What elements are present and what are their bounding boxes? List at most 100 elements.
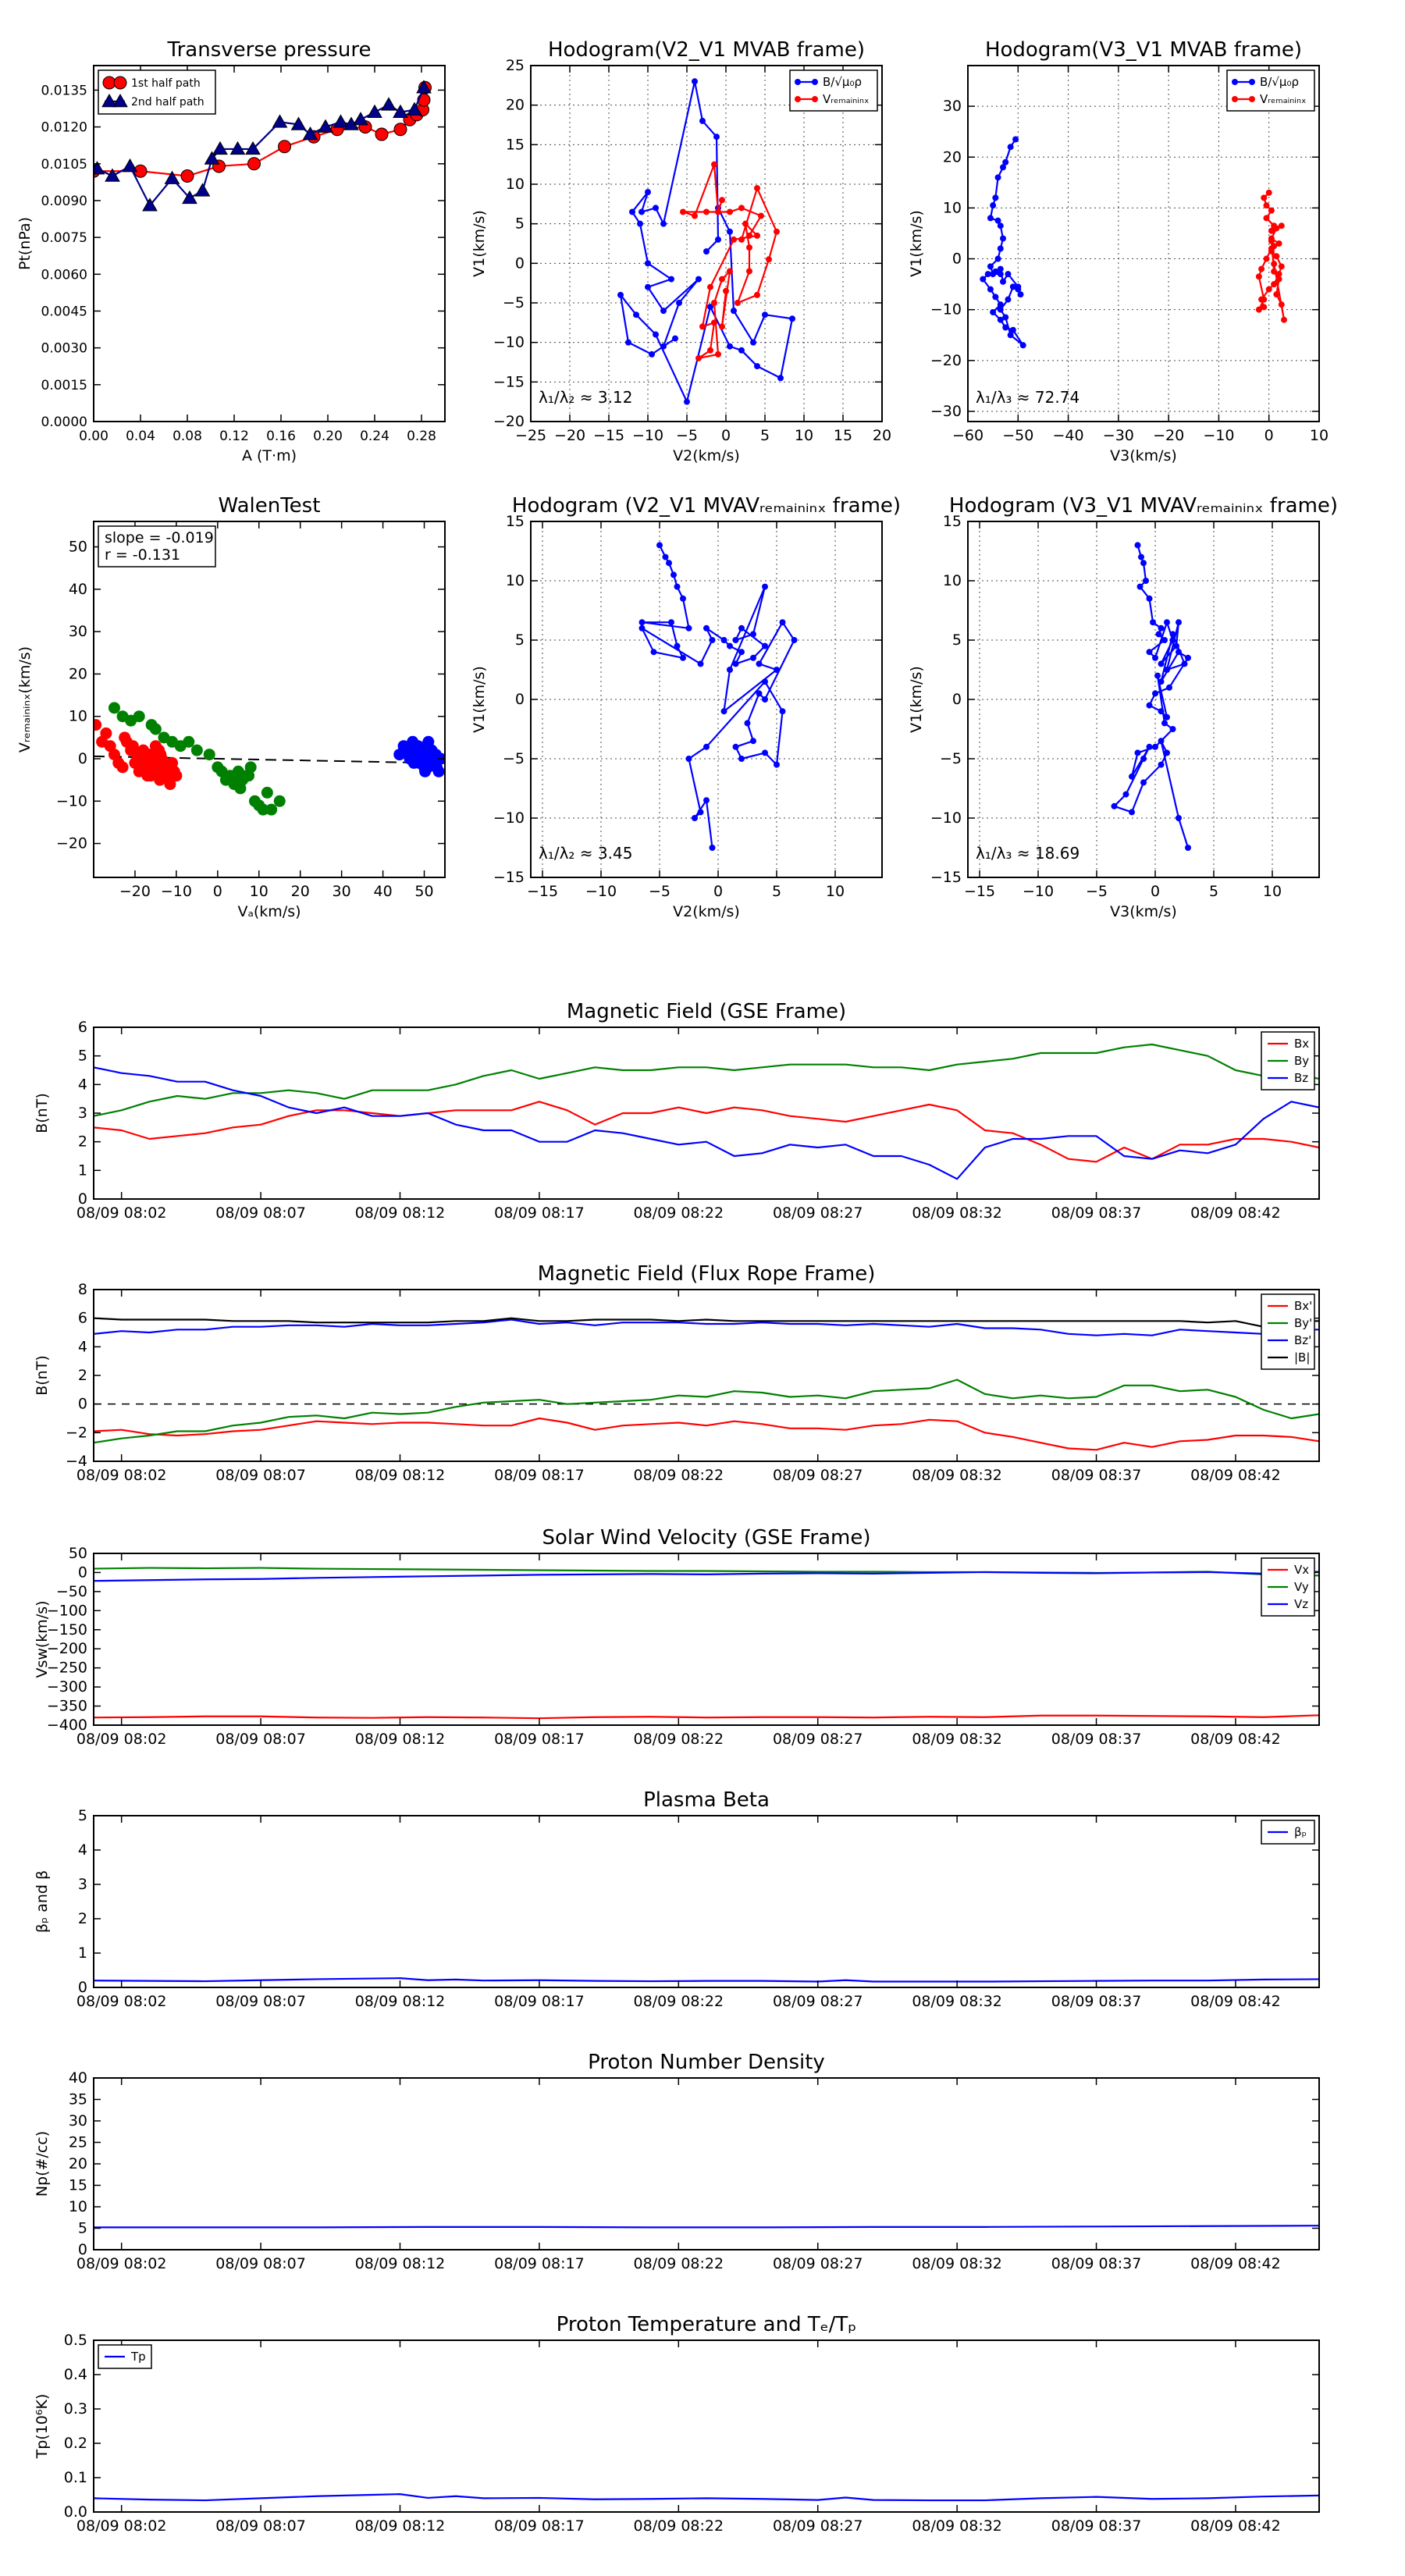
data-point	[774, 228, 780, 235]
data-point	[789, 315, 795, 322]
data-point	[273, 795, 286, 807]
y-tick-label: 35	[69, 2091, 87, 2108]
y-tick-label: 50	[69, 539, 87, 556]
data-point	[980, 276, 987, 283]
data-point	[766, 256, 772, 263]
x-tick-label: 50	[414, 883, 433, 900]
plot-frame	[93, 1553, 1320, 1726]
data-point	[100, 727, 112, 739]
data-point	[1261, 296, 1268, 303]
y-tick-label: −5	[940, 750, 962, 767]
data-point	[1261, 194, 1268, 201]
legend-label: Vy	[1294, 1580, 1309, 1594]
legend-marker	[812, 96, 818, 102]
data-point	[353, 112, 368, 126]
legend-marker	[795, 79, 801, 85]
data-point	[758, 212, 764, 219]
y-axis-label: Np(#/cc)	[34, 2131, 51, 2197]
x-tick-label: 08/09 08:02	[76, 1467, 167, 1484]
data-point	[711, 300, 717, 306]
y-tick-label: 50	[69, 1545, 87, 1562]
data-point	[638, 208, 645, 215]
data-point	[1164, 749, 1170, 756]
data-point	[987, 286, 994, 293]
data-point	[1002, 158, 1009, 165]
data-point	[703, 624, 710, 632]
y-tick-label: 0.0075	[41, 230, 87, 246]
y-tick-label: 10	[69, 2198, 87, 2215]
data-point	[1136, 583, 1144, 590]
x-tick-label: 08/09 08:42	[1190, 1204, 1281, 1222]
legend-label: Bz'	[1294, 1333, 1311, 1347]
y-tick-label: 0.0090	[41, 194, 87, 209]
legend-label: Bx'	[1294, 1299, 1312, 1313]
data-point	[1176, 649, 1182, 656]
x-tick-label: 08/09 08:12	[355, 1993, 446, 2010]
data-point	[695, 354, 702, 361]
data-point	[1261, 304, 1268, 311]
x-axis-label: V2(km/s)	[673, 447, 740, 464]
data-point	[1009, 326, 1016, 333]
data-point	[261, 786, 273, 799]
data-point	[1138, 553, 1144, 560]
data-layer	[94, 2493, 1319, 2502]
data-point	[727, 667, 733, 673]
data-point	[1263, 255, 1270, 262]
data-point	[204, 151, 220, 165]
y-tick-label: 10	[506, 572, 525, 589]
x-tick-label: 15	[834, 427, 852, 444]
data-point	[1268, 227, 1275, 234]
series-line-3	[94, 1317, 1319, 1328]
y-tick-label: −20	[56, 835, 87, 852]
data-point	[762, 696, 768, 703]
x-tick-label: 0.20	[313, 429, 343, 444]
x-tick-label: 08/09 08:32	[912, 1204, 1002, 1222]
y-tick-label: −15	[930, 869, 962, 886]
x-tick-label: 40	[373, 883, 392, 900]
legend-marker	[101, 93, 117, 108]
x-tick-label: 08/09 08:22	[634, 2517, 724, 2535]
legend-marker	[1249, 79, 1255, 85]
data-point	[715, 208, 721, 215]
y-tick-label: 6	[78, 1019, 87, 1036]
data-point	[1275, 271, 1282, 278]
x-tick-label: −15	[964, 883, 995, 900]
x-tick-label: 0	[1264, 427, 1274, 444]
data-point	[703, 743, 710, 750]
data-point	[653, 331, 659, 338]
data-point	[234, 782, 247, 795]
x-tick-label: 08/09 08:22	[634, 1467, 724, 1484]
chart-mfgse: 08/09 08:02 08/09 08:07 08/09 08:12 08/09 0…	[34, 1000, 1320, 1222]
data-point	[685, 624, 692, 632]
series-line-0	[641, 544, 795, 849]
data-point	[190, 744, 203, 756]
data-point	[108, 702, 120, 714]
plot-frame	[93, 65, 446, 422]
data-point	[1007, 144, 1014, 151]
data-point	[738, 756, 745, 762]
y-tick-label: 40	[69, 581, 87, 598]
data-point	[417, 753, 429, 765]
data-point	[660, 220, 667, 227]
data-point	[393, 123, 407, 137]
legend: Tp	[98, 2344, 152, 2369]
y-tick-label: −250	[47, 1660, 87, 1677]
y-tick-label: 6	[78, 1310, 87, 1327]
data-point	[1258, 265, 1265, 272]
legend-label: Bz	[1294, 1071, 1308, 1085]
y-tick-label: 0.2	[64, 2435, 87, 2452]
x-tick-label: 08/09 08:12	[355, 2255, 446, 2272]
y-tick-label: −5	[503, 294, 525, 311]
y-axis-label: B(nT)	[34, 1093, 51, 1133]
data-point	[762, 678, 768, 685]
data-point	[1158, 624, 1165, 632]
x-tick-label: 08/09 08:32	[912, 1993, 1002, 2010]
x-tick-label: 08/09 08:02	[76, 2517, 167, 2535]
data-point	[715, 236, 721, 243]
data-point	[1129, 809, 1135, 816]
x-tick-label: 10	[250, 883, 269, 900]
data-point	[407, 101, 422, 116]
x-tick-label: −15	[593, 427, 624, 444]
x-axis-label: V3(km/s)	[1110, 447, 1177, 464]
